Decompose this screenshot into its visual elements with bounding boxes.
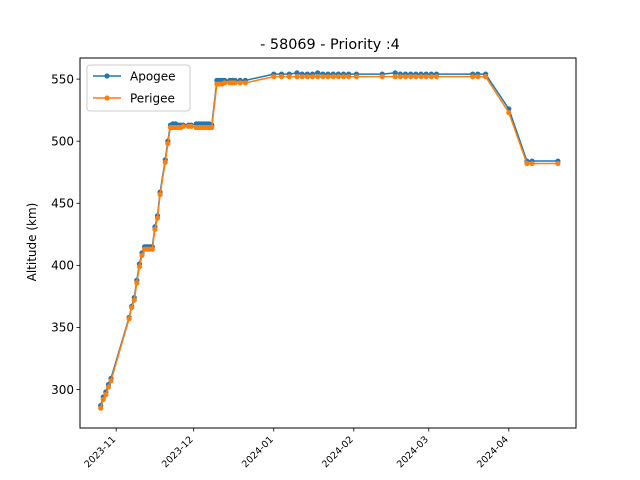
perigee-point (506, 110, 512, 116)
perigee-point (325, 74, 331, 80)
apogee-point (392, 70, 398, 76)
perigee-point (392, 74, 398, 80)
perigee-point (330, 74, 336, 80)
perigee-point (408, 74, 414, 80)
perigee-point (152, 226, 158, 232)
y-tick-label: 550 (51, 72, 74, 86)
perigee-point (304, 74, 310, 80)
legend-perigee-marker (104, 95, 110, 101)
plot-frame (79, 57, 577, 429)
legend-apogee-label: Apogee (130, 70, 176, 84)
perigee-point (475, 74, 481, 80)
perigee-point (209, 124, 215, 131)
perigee-point (433, 74, 440, 80)
perigee-point (131, 297, 137, 303)
perigee-point (286, 74, 292, 80)
legend-perigee-label: Perigee (130, 92, 175, 106)
apogee-point (294, 70, 300, 76)
perigee-point (524, 160, 530, 167)
perigee-point (98, 405, 104, 411)
perigee-point (154, 215, 161, 221)
perigee-point (555, 160, 561, 167)
perigee-point (335, 74, 341, 80)
perigee-point (379, 74, 385, 80)
y-tick-label: 300 (51, 383, 74, 397)
perigee-point (129, 304, 135, 311)
series-perigee (98, 74, 561, 411)
y-tick-label: 400 (51, 259, 74, 273)
perigee-point (271, 74, 277, 80)
y-axis-label: Altitude (km) (25, 203, 39, 282)
perigee-point (136, 263, 143, 270)
perigee-point (309, 74, 316, 80)
perigee-point (165, 141, 171, 147)
perigee-point (418, 74, 424, 80)
chart-title: - 58069 - Priority :4 (260, 37, 400, 53)
legend: Apogee Perigee (86, 64, 191, 112)
perigee-point (320, 74, 326, 80)
perigee-point (482, 74, 489, 80)
y-tick-label: 350 (51, 321, 74, 335)
perigee-point (149, 246, 155, 252)
perigee-point (346, 74, 352, 80)
perigee-point (180, 123, 186, 129)
perigee-point (157, 191, 163, 198)
apogee-point (315, 70, 321, 76)
perigee-point (315, 74, 321, 80)
perigee-point (103, 391, 109, 398)
perigee-point (428, 74, 434, 80)
perigee-point (139, 252, 145, 259)
legend-apogee-marker (104, 73, 110, 79)
perigee-point (397, 74, 403, 80)
perigee-point (237, 80, 243, 86)
perigee-point (162, 159, 168, 165)
y-tick-label: 450 (51, 197, 74, 211)
y-tick-label: 500 (51, 134, 74, 148)
perigee-point (108, 378, 114, 384)
perigee-point (413, 74, 419, 80)
perigee-point (105, 384, 112, 390)
perigee-point (423, 74, 429, 80)
perigee-point (294, 74, 300, 80)
perigee-point (134, 280, 140, 286)
perigee-point (402, 74, 409, 80)
perigee-point (126, 316, 132, 322)
perigee-point (188, 123, 194, 129)
perigee-point (340, 74, 347, 80)
perigee-point (353, 74, 360, 80)
perigee-point (242, 80, 248, 86)
perigee-point (222, 80, 228, 86)
perigee-point (470, 74, 476, 80)
perigee-point (299, 74, 305, 80)
plot-series (98, 70, 561, 411)
perigee-point (232, 80, 238, 86)
perigee-point (100, 396, 106, 403)
perigee-point (278, 74, 285, 80)
perigee-point (529, 160, 535, 167)
